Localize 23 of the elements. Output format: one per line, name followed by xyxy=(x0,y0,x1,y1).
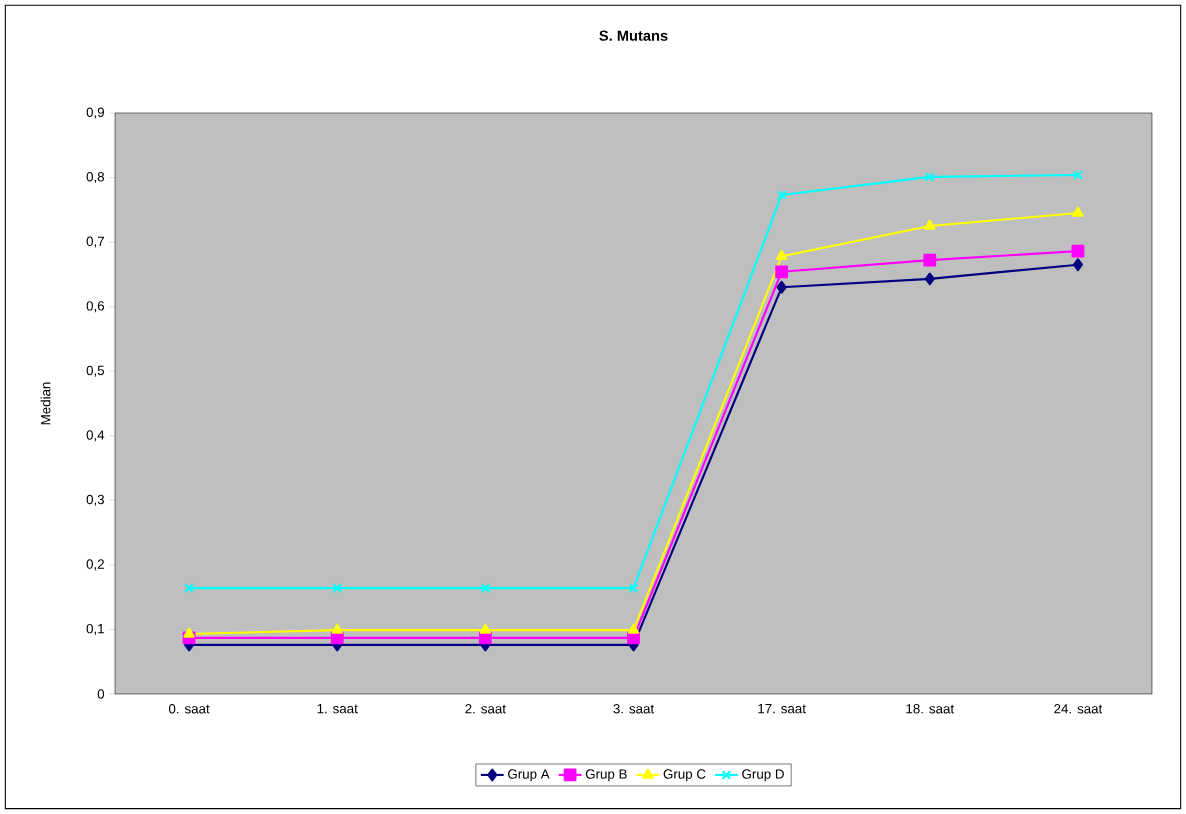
y-tick-label: 0,1 xyxy=(86,623,104,635)
legend-label: Grup C xyxy=(663,769,706,782)
x-tick-label: 0. saat xyxy=(168,704,210,714)
legend-label: Grup D xyxy=(742,769,784,782)
x-tick-label: 18. saat xyxy=(906,704,955,714)
x-tick-label: 1. saat xyxy=(317,704,358,714)
y-tick-label: 0 xyxy=(97,689,105,699)
x-tick-label: 17. saat xyxy=(758,704,806,714)
x-tick-label: 3. saat xyxy=(613,704,655,714)
y-tick-label: 0,9 xyxy=(86,107,104,119)
x-tick-label: 24. saat xyxy=(1054,704,1103,714)
y-tick-label: 0,4 xyxy=(86,430,105,442)
y-tick-label: 0,8 xyxy=(86,172,105,184)
legend-label: Grup B xyxy=(585,769,627,782)
y-tick-label: 0,5 xyxy=(86,365,105,377)
y-tick-label: 0,2 xyxy=(86,559,104,571)
y-axis-title: Median xyxy=(40,382,51,425)
x-tick-label: 2. saat xyxy=(465,704,506,714)
y-tick-label: 0,3 xyxy=(86,494,105,506)
y-tick-label: 0,7 xyxy=(86,236,104,248)
y-tick-label: 0,6 xyxy=(86,301,105,313)
chart-title: S. Mutans xyxy=(599,30,668,41)
legend-label: Grup A xyxy=(508,769,550,782)
